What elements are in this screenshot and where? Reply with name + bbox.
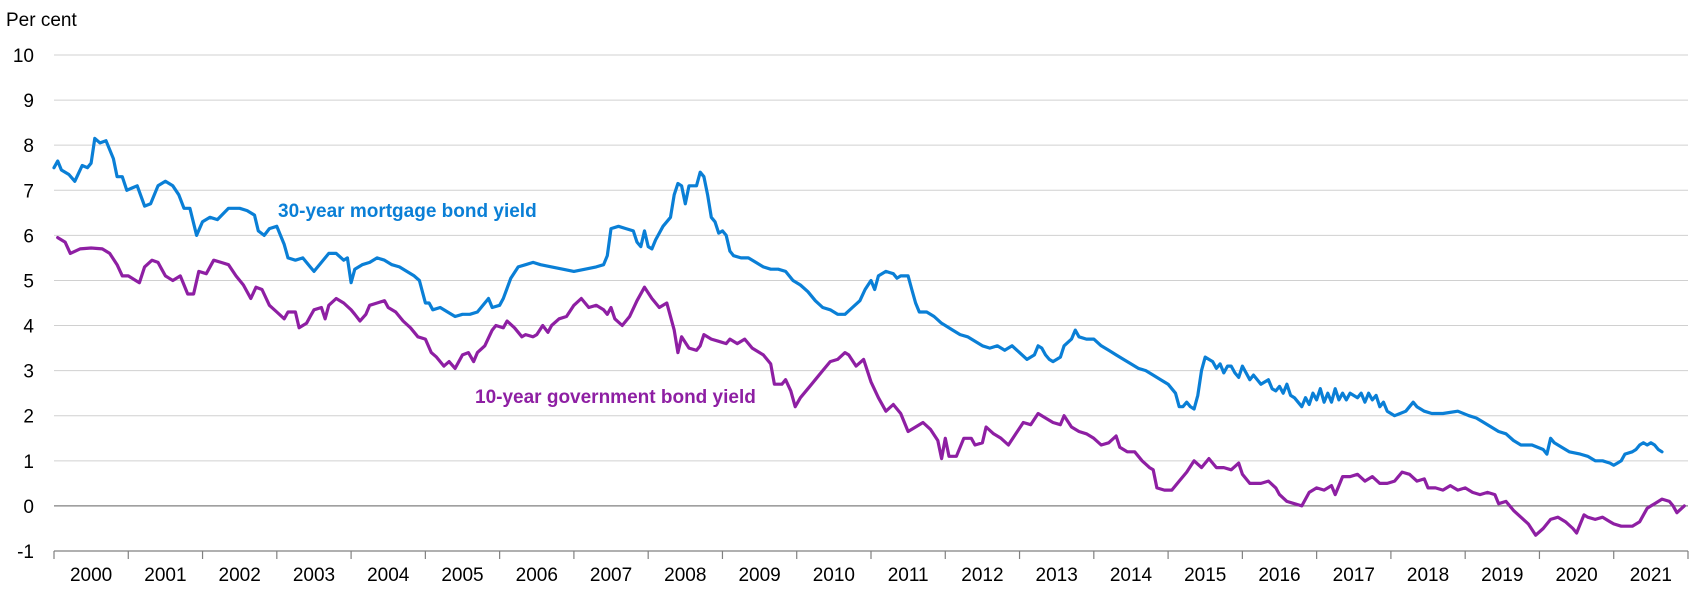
x-tick-label: 2006 — [516, 565, 558, 586]
government-series-label: 10-year government bond yield — [475, 387, 756, 408]
x-tick-label: 2002 — [219, 565, 261, 586]
x-tick-label: 2000 — [70, 565, 112, 586]
series-lines — [52, 136, 1686, 537]
x-tick-label: 2001 — [144, 565, 186, 586]
x-tick-label: 2020 — [1555, 565, 1597, 586]
gridlines — [54, 54, 1688, 552]
x-tick-label: 2005 — [441, 565, 483, 586]
mortgage-yield-line — [52, 136, 1664, 467]
x-tick-label: 2013 — [1036, 565, 1078, 586]
x-tick-label: 2003 — [293, 565, 335, 586]
y-tick-label: 1 — [23, 452, 34, 473]
x-tick-label: 2007 — [590, 565, 632, 586]
x-tick-label: 2004 — [367, 565, 410, 586]
x-tick-label: 2012 — [961, 565, 1003, 586]
y-tick-label: 7 — [23, 181, 34, 202]
y-tick-label: 4 — [23, 317, 34, 338]
x-axis — [53, 550, 1689, 559]
x-tick-label: 2017 — [1333, 565, 1375, 586]
y-tick-label: -1 — [17, 542, 34, 563]
x-tick-label: 2015 — [1184, 565, 1226, 586]
x-tick-label: 2014 — [1110, 565, 1153, 586]
x-tick-label: 2018 — [1407, 565, 1449, 586]
y-axis-unit-label: Per cent — [6, 10, 77, 31]
y-tick-label: 10 — [13, 46, 34, 67]
x-tick-label: 2019 — [1481, 565, 1523, 586]
mortgage-series-label: 30-year mortgage bond yield — [278, 201, 537, 222]
x-tick-label: 2016 — [1258, 565, 1300, 586]
x-axis-tick-labels: 2000 2001 2002 2003 2004 2005 2006 2007 2008 2009… — [70, 565, 1672, 586]
y-tick-label: 6 — [23, 226, 34, 247]
x-tick-label: 2009 — [738, 565, 780, 586]
government-yield-line — [56, 236, 1686, 537]
x-tick-label: 2011 — [888, 565, 929, 586]
y-tick-label: 5 — [23, 271, 34, 292]
y-tick-label: 2 — [23, 407, 34, 428]
y-tick-label: 3 — [23, 362, 34, 383]
x-tick-label: 2008 — [664, 565, 706, 586]
y-tick-label: 0 — [23, 497, 34, 518]
x-tick-label: 2010 — [813, 565, 855, 586]
x-tick-label: 2021 — [1630, 565, 1672, 586]
y-tick-label: 8 — [23, 136, 34, 157]
y-tick-label: 9 — [23, 91, 34, 112]
